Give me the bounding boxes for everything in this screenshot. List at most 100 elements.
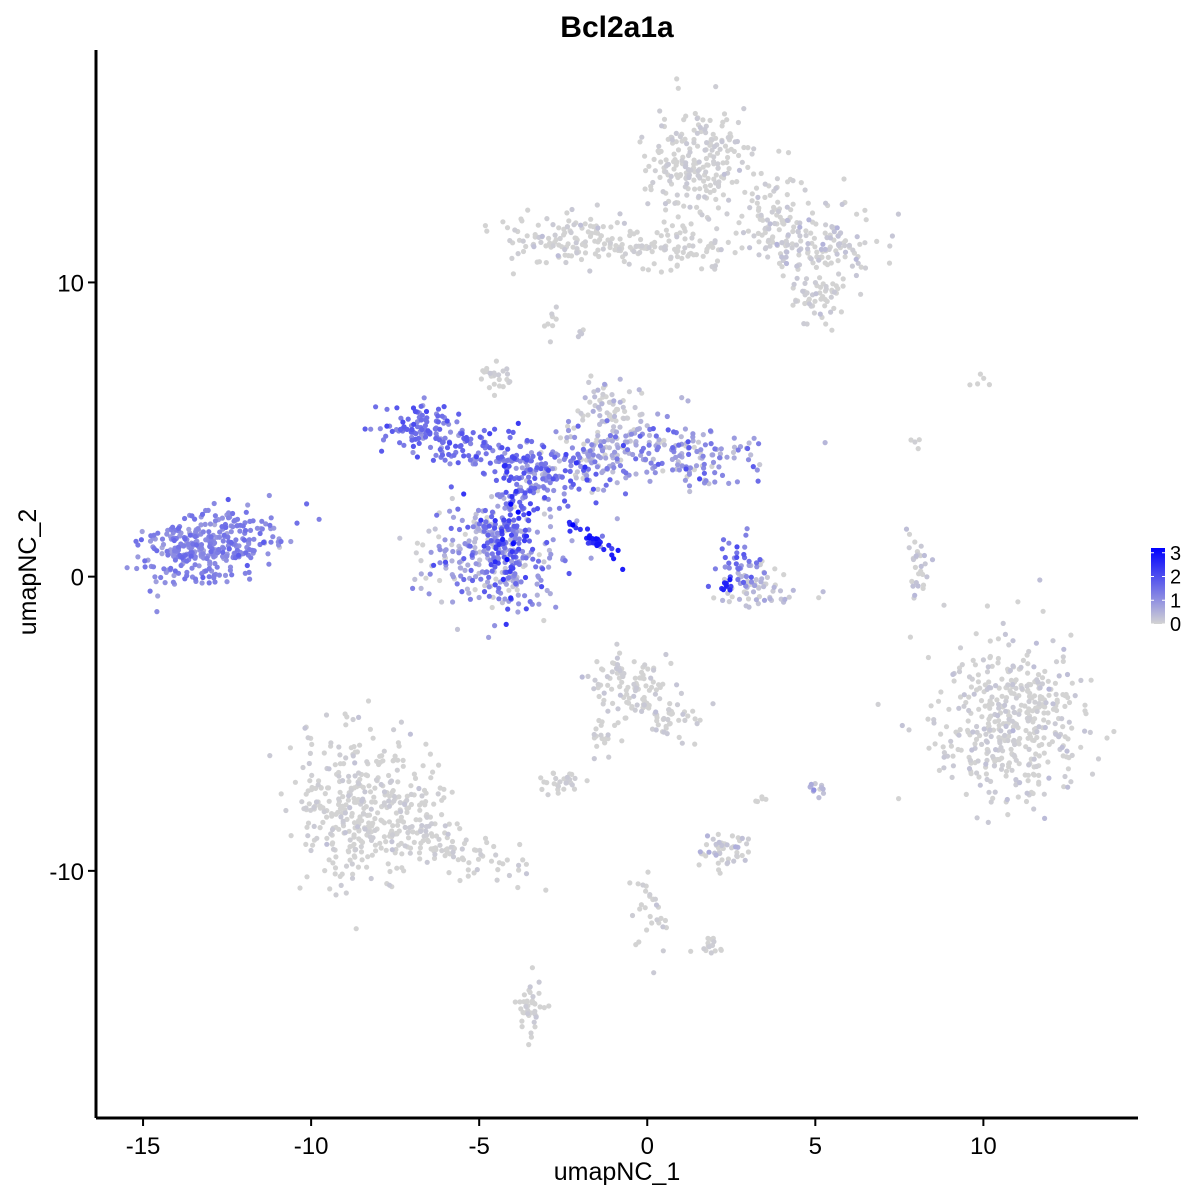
cell-point-c24 [1062, 773, 1068, 780]
cell-point-c09 [719, 472, 726, 478]
cell-point-c24 [1011, 709, 1017, 715]
cell-point-c15 [642, 186, 648, 192]
cell-point-c09 [654, 447, 660, 453]
cell-point-c23 [515, 884, 521, 891]
cell-point-c24 [974, 723, 980, 730]
cell-point-c17 [810, 260, 816, 266]
cell-point-c24 [958, 747, 964, 753]
cell-point-c15 [729, 179, 735, 185]
cell-point-c21 [616, 246, 623, 252]
cell-point-c26 [690, 708, 696, 714]
cell-point-c02 [508, 558, 515, 565]
cell-point-c09 [655, 461, 661, 467]
cell-point-c01 [237, 528, 243, 534]
cell-point-c23 [496, 860, 502, 866]
cell-point-c01 [168, 565, 174, 572]
cell-point-c08 [591, 389, 597, 395]
cell-point-c06 [646, 442, 652, 448]
cell-point-c10 [493, 358, 499, 364]
cell-point-c15 [674, 192, 680, 198]
cell-point-c10 [486, 385, 492, 391]
cell-point-c20 [649, 249, 655, 255]
cell-point-c06 [526, 474, 532, 480]
cell-point-c16 [608, 224, 614, 230]
cell-point-c23 [444, 848, 450, 855]
cell-point-c32 [536, 990, 542, 996]
cell-point-c07 [581, 441, 587, 447]
cell-point-c22 [317, 805, 323, 811]
cell-point-c22 [349, 875, 356, 881]
cell-point-c03 [510, 554, 516, 560]
cell-point-c12 [771, 584, 777, 590]
cell-point-c16 [600, 246, 606, 252]
cell-point-c17 [822, 246, 828, 252]
cell-point-c24 [896, 796, 902, 802]
cell-point-c03 [507, 512, 513, 518]
cell-point-c06 [517, 499, 523, 505]
cell-point-c25 [652, 691, 659, 697]
cell-point-c22 [386, 819, 392, 825]
cell-point-c29 [745, 836, 752, 842]
cell-point-c01 [186, 526, 192, 532]
cell-point-c24 [1022, 703, 1028, 709]
cell-point-c06 [561, 491, 567, 497]
cell-point-c22 [387, 868, 393, 875]
cell-point-c35 [929, 557, 936, 563]
cell-point-c15 [656, 143, 662, 149]
cell-point-c19 [806, 301, 813, 307]
cell-point-c24 [996, 701, 1002, 707]
cell-point-c12 [772, 566, 778, 572]
cell-point-c09 [671, 429, 677, 435]
cell-point-c02 [462, 567, 468, 574]
cell-point-c09 [724, 454, 730, 460]
cell-point-c17 [812, 244, 818, 250]
cell-point-c25 [626, 700, 632, 706]
cell-point-c22 [278, 791, 284, 797]
cell-point-c22 [390, 788, 396, 794]
cell-point-c25 [651, 667, 657, 673]
cell-point-c20 [699, 266, 705, 272]
cell-point-c24 [1054, 707, 1060, 714]
cell-point-c23 [417, 817, 423, 823]
cell-point-c15 [721, 111, 728, 117]
cell-point-c24 [875, 701, 881, 708]
cell-point-c16 [595, 225, 601, 231]
cell-point-c28 [569, 782, 575, 788]
cell-point-c22 [339, 871, 345, 877]
cell-point-c22 [419, 823, 425, 829]
cell-point-c22 [304, 874, 310, 880]
cell-point-c26 [678, 690, 685, 697]
cell-point-c02 [467, 596, 473, 602]
cell-point-c18 [775, 199, 781, 205]
cell-point-c01 [212, 518, 219, 524]
cell-point-c18 [767, 192, 773, 198]
cell-point-c03 [506, 575, 512, 581]
cell-point-c29 [704, 833, 711, 839]
cell-point-c17 [823, 200, 829, 206]
cell-point-c35 [910, 583, 916, 589]
cell-point-c02 [461, 576, 467, 583]
cell-point-c01 [150, 564, 157, 570]
cell-point-c01 [189, 565, 195, 571]
cell-point-c23 [450, 854, 457, 860]
cell-point-c23 [448, 844, 454, 850]
cell-point-c10 [507, 379, 513, 385]
cell-point-c05 [439, 452, 446, 458]
cell-point-c24 [1087, 729, 1093, 736]
cell-point-c15 [703, 155, 710, 162]
cell-point-c24 [956, 732, 962, 738]
cell-point-c24 [951, 678, 957, 684]
cell-point-c24 [986, 716, 992, 722]
cell-point-c20 [686, 251, 692, 257]
cell-point-c02 [535, 558, 542, 564]
cell-point-c35 [903, 526, 910, 532]
cell-point-c21 [633, 243, 639, 249]
cell-point-c22 [358, 838, 364, 844]
cell-point-c01 [152, 574, 158, 580]
cell-point-c02 [470, 524, 476, 530]
cell-point-c12 [777, 588, 784, 594]
cell-point-c29 [703, 842, 710, 848]
cell-point-c36 [808, 781, 814, 788]
cell-point-c09 [643, 456, 649, 463]
cell-point-c01 [212, 579, 218, 585]
